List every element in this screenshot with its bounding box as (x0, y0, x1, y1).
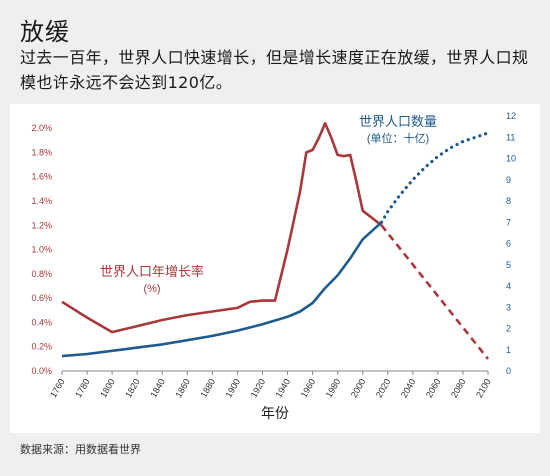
right-tick-label: 7 (506, 217, 511, 227)
left-tick-label: 0.4% (31, 317, 52, 327)
x-tick-label: 1820 (123, 377, 142, 399)
x-tick-label: 1900 (223, 377, 242, 399)
x-tick-label: 1780 (73, 377, 92, 399)
x-tick-label: 1980 (324, 377, 343, 399)
right-tick-label: 12 (506, 111, 516, 121)
growth-rate-label: 世界人口年增长率 (100, 264, 204, 279)
x-tick-label: 2100 (474, 377, 493, 399)
population-unit-label: (单位：十亿) (367, 131, 429, 145)
right-tick-label: 3 (506, 302, 511, 312)
left-tick-label: 0.0% (31, 366, 52, 376)
right-tick-label: 5 (506, 260, 511, 270)
left-tick-label: 0.2% (31, 342, 52, 352)
x-tick-label: 1960 (299, 377, 318, 399)
page-subtitle: 过去一百年，世界人口快速增长，但是增长速度正在放缓，世界人口规模也许永远不会达到… (20, 48, 529, 92)
population-projection-line (379, 131, 490, 224)
x-axis-title: 年份 (261, 405, 289, 421)
left-tick-label: 1.8% (31, 147, 52, 157)
page-title: 放缓 (20, 18, 70, 46)
right-tick-label: 6 (506, 239, 511, 249)
right-tick-label: 1 (506, 345, 511, 355)
right-tick-label: 9 (506, 175, 511, 185)
growth-rate-line (61, 122, 383, 334)
population-chart: 1760 1780 1800 1820 1840 1860 1880 1900 1920 1940… (31, 111, 516, 421)
left-tick-label: 0.8% (31, 269, 52, 279)
right-tick-label: 11 (506, 132, 515, 142)
x-tick-label: 2040 (399, 377, 418, 399)
right-tick-label: 2 (506, 324, 511, 334)
x-tick-label: 1760 (48, 377, 67, 399)
x-tick-label: 1840 (148, 377, 167, 399)
growth-rate-unit-label: (%) (143, 283, 160, 295)
x-tick-label: 1860 (173, 377, 192, 399)
left-tick-label: 2.0% (31, 123, 52, 133)
left-tick-label: 0.6% (31, 293, 52, 303)
x-tick-label: 1940 (274, 377, 293, 399)
x-tick-label: 1920 (249, 377, 268, 399)
x-tick-label: 1800 (98, 377, 117, 399)
left-tick-label: 1.2% (31, 220, 52, 230)
left-tick-label: 1.6% (31, 172, 52, 182)
right-tick-label: 8 (506, 196, 511, 206)
x-tick-label: 2020 (374, 377, 393, 399)
right-tick-label: 10 (506, 154, 516, 164)
chart-panel: 1760 1780 1800 1820 1840 1860 1880 1900 1920 1940… (10, 104, 540, 433)
right-tick-label: 0 (506, 366, 511, 376)
left-tick-label: 1.0% (31, 245, 52, 255)
population-label: 世界人口数量 (359, 114, 437, 129)
growth-rate-projection-line (380, 224, 490, 360)
x-tick-label: 2080 (449, 377, 468, 399)
right-tick-label: 4 (506, 281, 511, 291)
data-source: 数据来源：用数据看世界 (20, 443, 141, 456)
population-line (61, 221, 383, 358)
x-tick-label: 2000 (349, 377, 368, 399)
x-tick-label: 2060 (424, 377, 443, 399)
x-tick-label: 1880 (198, 377, 217, 399)
left-tick-label: 1.4% (31, 196, 52, 206)
